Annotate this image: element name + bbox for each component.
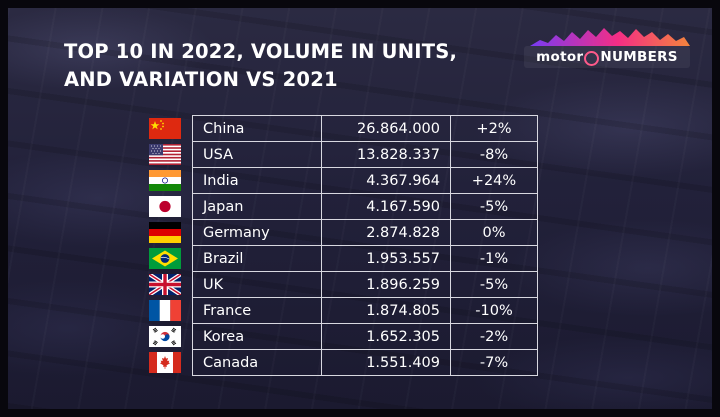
flag-cell: [138, 142, 193, 168]
variation-cell: +2%: [450, 115, 538, 142]
flag-cell: [138, 272, 193, 298]
volume-cell: 1.896.259: [321, 271, 451, 298]
table-row: Germany 2.874.828 0%: [138, 219, 538, 246]
variation-cell: -7%: [450, 349, 538, 376]
variation-cell: 0%: [450, 219, 538, 246]
volume-cell: 1.953.557: [321, 245, 451, 272]
flag-cell: [138, 324, 193, 350]
flag-cell: [138, 350, 193, 376]
variation-cell: -1%: [450, 245, 538, 272]
country-cell: Korea: [192, 323, 322, 350]
volume-cell: 1.652.305: [321, 323, 451, 350]
flag-cell: [138, 168, 193, 194]
country-cell: China: [192, 115, 322, 142]
table-row: Brazil 1.953.557 -1%: [138, 245, 538, 272]
country-cell: USA: [192, 141, 322, 168]
logo-wordmark: motor NUMBERS: [524, 46, 690, 68]
title-line-2: AND VARIATION VS 2021: [64, 68, 338, 91]
canada-flag-icon: [149, 352, 181, 373]
variation-cell: -10%: [450, 297, 538, 324]
flag-cell: [138, 194, 193, 220]
logo-suffix: NUMBERS: [600, 49, 678, 65]
volume-cell: 1.551.409: [321, 349, 451, 376]
germany-flag-icon: [149, 222, 181, 243]
flag-cell: [138, 298, 193, 324]
variation-cell: +24%: [450, 167, 538, 194]
country-cell: Japan: [192, 193, 322, 220]
china-flag-icon: [149, 118, 181, 139]
korea-flag-icon: [149, 326, 181, 347]
flag-cell: [138, 246, 193, 272]
country-cell: Brazil: [192, 245, 322, 272]
uk-flag-icon: [149, 274, 181, 295]
country-cell: Germany: [192, 219, 322, 246]
ranking-table: China 26.864.000 +2% USA 13.828.337 -8% India 4…: [138, 115, 538, 376]
flag-cell: [138, 116, 193, 142]
country-cell: Canada: [192, 349, 322, 376]
volume-cell: 2.874.828: [321, 219, 451, 246]
volume-cell: 26.864.000: [321, 115, 451, 142]
india-flag-icon: [149, 170, 181, 191]
motor1-numbers-logo: motor NUMBERS: [520, 26, 690, 72]
usa-flag-icon: [149, 144, 181, 165]
logo-wave-icon: [530, 28, 690, 46]
logo-ring-icon: [584, 50, 600, 66]
country-cell: UK: [192, 271, 322, 298]
table-row: France 1.874.805 -10%: [138, 297, 538, 324]
volume-cell: 13.828.337: [321, 141, 451, 168]
country-cell: India: [192, 167, 322, 194]
flag-cell: [138, 220, 193, 246]
title-line-1: TOP 10 IN 2022, VOLUME IN UNITS,: [64, 40, 458, 63]
chart-title: TOP 10 IN 2022, VOLUME IN UNITS, AND VAR…: [64, 38, 534, 94]
infographic-frame: TOP 10 IN 2022, VOLUME IN UNITS, AND VAR…: [8, 8, 712, 409]
country-cell: France: [192, 297, 322, 324]
variation-cell: -5%: [450, 271, 538, 298]
table-row: USA 13.828.337 -8%: [138, 141, 538, 168]
volume-cell: 4.367.964: [321, 167, 451, 194]
table-row: China 26.864.000 +2%: [138, 115, 538, 142]
volume-cell: 4.167.590: [321, 193, 451, 220]
table-row: Japan 4.167.590 -5%: [138, 193, 538, 220]
logo-prefix: motor: [536, 49, 584, 65]
table-row: India 4.367.964 +24%: [138, 167, 538, 194]
table-row: UK 1.896.259 -5%: [138, 271, 538, 298]
table-row: Korea 1.652.305 -2%: [138, 323, 538, 350]
brazil-flag-icon: [149, 248, 181, 269]
france-flag-icon: [149, 300, 181, 321]
variation-cell: -5%: [450, 193, 538, 220]
variation-cell: -8%: [450, 141, 538, 168]
variation-cell: -2%: [450, 323, 538, 350]
volume-cell: 1.874.805: [321, 297, 451, 324]
japan-flag-icon: [149, 196, 181, 217]
table-row: Canada 1.551.409 -7%: [138, 349, 538, 376]
